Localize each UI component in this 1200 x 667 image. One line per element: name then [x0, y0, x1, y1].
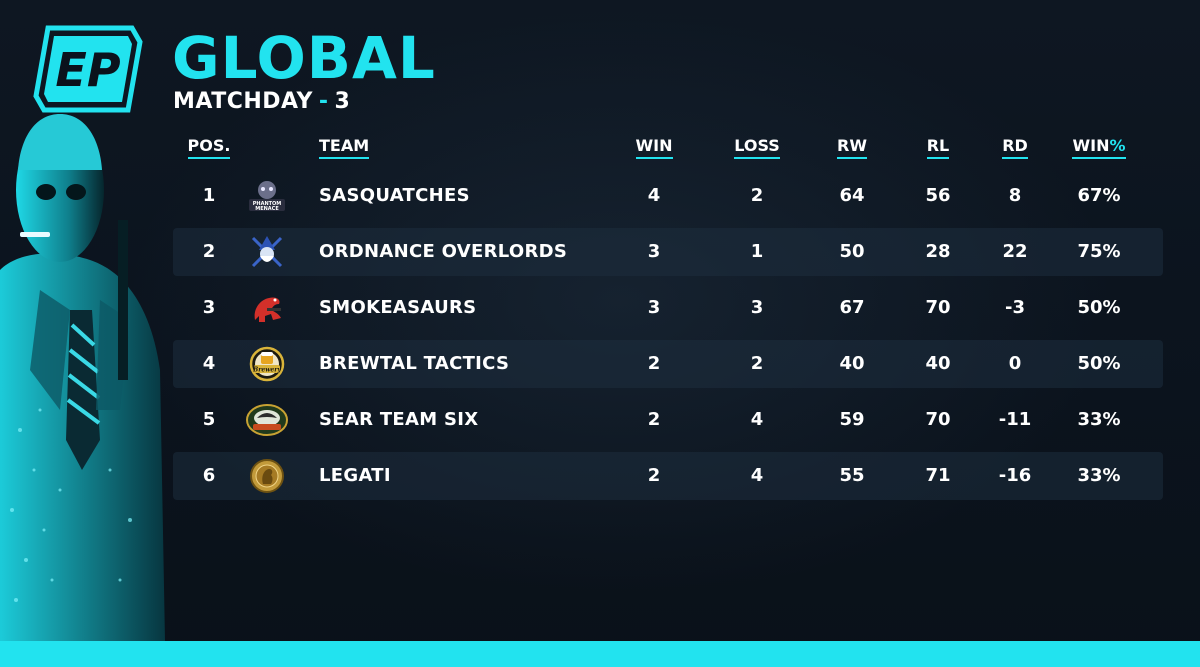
matchday-subtitle: MATCHDAY -3: [173, 88, 350, 116]
rounds-lost-cell: 56: [925, 185, 951, 206]
win-cell: 2: [647, 409, 661, 430]
roman-coin-logo: [245, 458, 289, 494]
team-name: LEGATI: [319, 465, 391, 486]
loss-cell: 4: [750, 465, 764, 486]
loss-cell: 2: [750, 185, 764, 206]
rounds-lost-cell: 70: [925, 409, 951, 430]
win-cell: 2: [647, 353, 661, 374]
position-cell: 4: [202, 353, 216, 374]
round-diff-cell: 0: [1008, 353, 1022, 374]
phantom-menace-logo: PHANTOM MENACE: [245, 178, 289, 214]
header-winpct: WIN%: [1061, 136, 1137, 159]
table-row: 5 SEAR TEAM SIX 2 4 59 70 -11 33%: [173, 396, 1163, 444]
svg-text:PHANTOM: PHANTOM: [253, 201, 282, 207]
table-header: POS. TEAM WIN LOSS RW RL RD WIN%: [173, 134, 1163, 164]
round-diff-cell: -11: [998, 409, 1032, 430]
win-cell: 3: [647, 297, 661, 318]
round-diff-cell: 8: [1008, 185, 1022, 206]
character-illustration: [0, 114, 165, 641]
page-title: GLOBAL: [172, 24, 436, 92]
rounds-won-cell: 55: [839, 465, 865, 486]
win-cell: 3: [647, 241, 661, 262]
header-pos: POS.: [173, 136, 245, 159]
matchday-number: 3: [334, 89, 351, 114]
header-rl: RL: [905, 136, 971, 159]
svg-text:MENACE: MENACE: [255, 206, 279, 212]
win-cell: 4: [647, 185, 661, 206]
win-percent-cell: 33%: [1077, 465, 1121, 486]
table-row: 1 PHANTOM MENACE SASQUATCHES 4 2 64 56 8 67%: [173, 172, 1163, 220]
rounds-lost-cell: 70: [925, 297, 951, 318]
win-percent-cell: 50%: [1077, 297, 1121, 318]
win-percent-cell: 67%: [1077, 185, 1121, 206]
header-rw: RW: [819, 136, 885, 159]
round-diff-cell: -3: [1005, 297, 1025, 318]
win-percent-cell: 75%: [1077, 241, 1121, 262]
rounds-lost-cell: 71: [925, 465, 951, 486]
header-win: WIN: [617, 136, 691, 159]
table-row: 4 Brewery BREWTAL TACTICS 2 2 40 40 0 50%: [173, 340, 1163, 388]
standings-table: POS. TEAM WIN LOSS RW RL RD WIN% 1 PHANTO…: [173, 134, 1163, 500]
position-cell: 1: [202, 185, 216, 206]
win-percent-cell: 33%: [1077, 409, 1121, 430]
header-team: TEAM: [319, 136, 639, 159]
position-cell: 6: [202, 465, 216, 486]
rounds-won-cell: 50: [839, 241, 865, 262]
wizard-crossed-guns-logo: [245, 234, 289, 270]
rounds-won-cell: 64: [839, 185, 865, 206]
team-name: SASQUATCHES: [319, 185, 470, 206]
team-name: BREWTAL TACTICS: [319, 353, 510, 374]
position-cell: 3: [202, 297, 216, 318]
logo-text: EP: [55, 43, 120, 97]
matchday-label: MATCHDAY: [173, 89, 313, 114]
table-row: 2 ORDNANCE OVERLORDS 3 1 50 28 22 75%: [173, 228, 1163, 276]
round-diff-cell: 22: [1002, 241, 1028, 262]
win-percent-cell: 50%: [1077, 353, 1121, 374]
rounds-won-cell: 59: [839, 409, 865, 430]
brewery-badge-logo: Brewery: [245, 346, 289, 382]
red-dinosaur-logo: [245, 290, 289, 326]
loss-cell: 1: [750, 241, 764, 262]
seahawk-badge-logo: [245, 402, 289, 438]
loss-cell: 3: [750, 297, 764, 318]
loss-cell: 4: [750, 409, 764, 430]
table-row: 3 SMOKEASAURS 3 3 67 70 -3 50%: [173, 284, 1163, 332]
svg-text:Brewery: Brewery: [252, 367, 281, 374]
ep-logo: EP: [33, 25, 143, 113]
team-name: SEAR TEAM SIX: [319, 409, 479, 430]
rounds-lost-cell: 40: [925, 353, 951, 374]
matchday-dash: -: [318, 89, 329, 114]
team-name: SMOKEASAURS: [319, 297, 477, 318]
rounds-lost-cell: 28: [925, 241, 951, 262]
loss-cell: 2: [750, 353, 764, 374]
rounds-won-cell: 40: [839, 353, 865, 374]
bottom-accent-bar: [0, 641, 1200, 667]
table-row: 6 LEGATI 2 4 55 71 -16 33%: [173, 452, 1163, 500]
position-cell: 5: [202, 409, 216, 430]
header-rd: RD: [983, 136, 1047, 159]
round-diff-cell: -16: [998, 465, 1032, 486]
position-cell: 2: [202, 241, 216, 262]
team-name: ORDNANCE OVERLORDS: [319, 241, 568, 262]
win-cell: 2: [647, 465, 661, 486]
header-loss: LOSS: [717, 136, 797, 159]
rounds-won-cell: 67: [839, 297, 865, 318]
